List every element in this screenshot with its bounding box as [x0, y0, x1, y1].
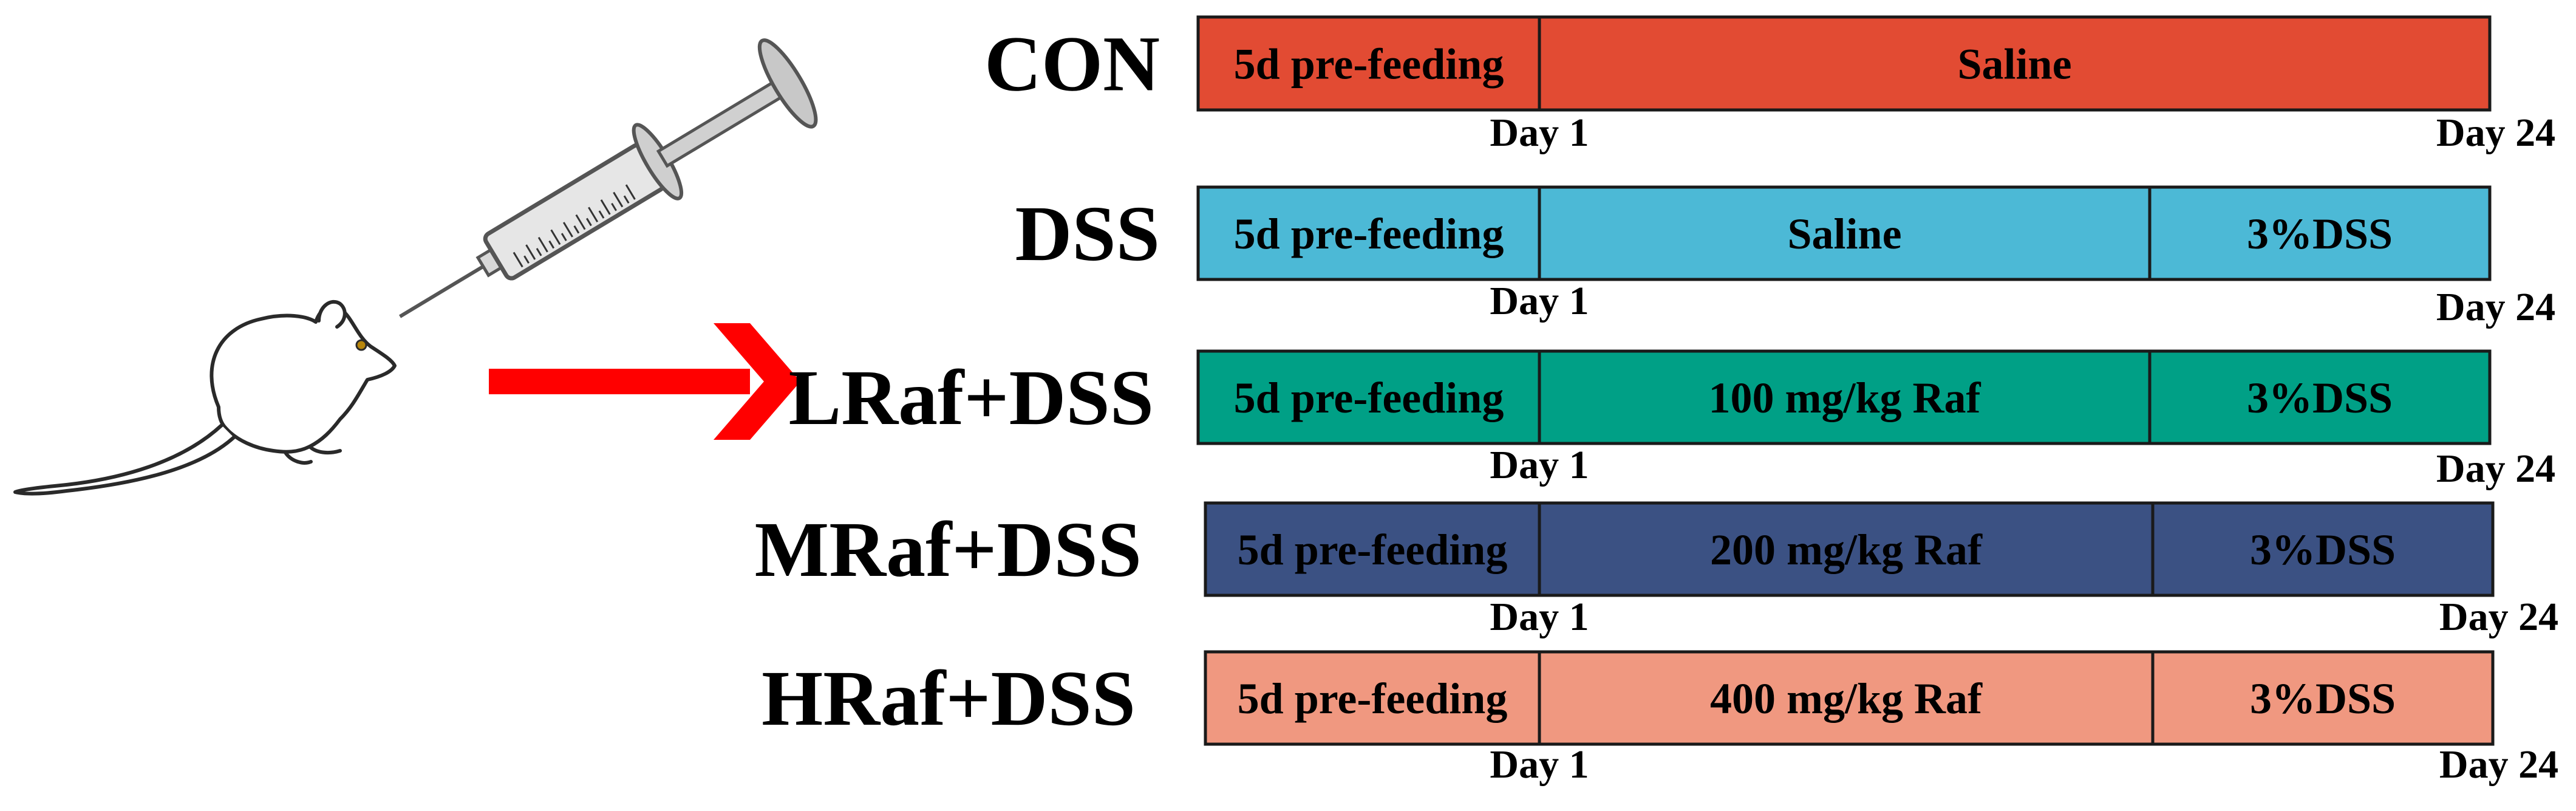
group-row: HRaf+DSS 5d pre-feeding 400 mg/kg Raf 3%DSS… [762, 650, 2558, 787]
group-rows: CON 5d pre-feeding Saline Day 1 Day 24 DSS 5d … [755, 15, 2558, 787]
group-row: DSS 5d pre-feeding Saline 3%DSS Day 1 Day 24 [1015, 185, 2555, 329]
timeline-segment [1196, 349, 1541, 445]
mouse-icon [13, 299, 397, 496]
segment-label: 5d pre-feeding [1238, 525, 1508, 574]
timeline-segment [1196, 15, 1541, 112]
segment-label: 3%DSS [2247, 210, 2393, 258]
group-label: DSS [1015, 190, 1160, 278]
group-label: MRaf+DSS [755, 506, 1142, 594]
timeline-segment [1538, 185, 2152, 281]
group-row: CON 5d pre-feeding Saline Day 1 Day 24 [984, 15, 2555, 155]
timeline-segment [2151, 650, 2495, 746]
day-end-label: Day 24 [2436, 447, 2555, 491]
day-end-label: Day 24 [2436, 285, 2555, 329]
segment-label: 200 mg/kg Raf [1710, 525, 1983, 574]
syringe-icon [399, 38, 818, 318]
segment-label: 5d pre-feeding [1238, 674, 1508, 723]
segment-label: 5d pre-feeding [1234, 374, 1504, 422]
group-label: LRaf+DSS [789, 354, 1154, 442]
segment-label: 400 mg/kg Raf [1710, 674, 1983, 723]
group-label: CON [984, 21, 1160, 108]
day-end-label: Day 24 [2436, 111, 2555, 155]
segment-label: 5d pre-feeding [1234, 210, 1504, 258]
group-row: MRaf+DSS 5d pre-feeding 200 mg/kg Raf 3%DSS… [755, 501, 2558, 639]
day-start-label: Day 1 [1490, 742, 1589, 787]
timeline-segment [1204, 501, 1541, 597]
timeline-segment [1538, 15, 2492, 112]
segment-label: 5d pre-feeding [1234, 40, 1504, 89]
segment-label: 3%DSS [2247, 374, 2393, 422]
timeline-segment [2148, 349, 2492, 445]
segment-label: 3%DSS [2250, 674, 2396, 723]
day-start-label: Day 1 [1490, 443, 1589, 487]
red-arrow [489, 323, 800, 440]
group-label: HRaf+DSS [762, 655, 1136, 742]
timeline-segment [1538, 650, 2155, 746]
timeline-segment [1196, 185, 1541, 281]
timeline-segment [2151, 501, 2495, 597]
day-end-label: Day 24 [2439, 595, 2558, 639]
day-start-label: Day 1 [1490, 279, 1589, 323]
day-start-label: Day 1 [1490, 111, 1589, 155]
day-start-label: Day 1 [1490, 595, 1589, 639]
timeline-segment [1538, 501, 2155, 597]
group-row: LRaf+DSS 5d pre-feeding 100 mg/kg Raf 3%DSS… [789, 349, 2555, 491]
day-end-label: Day 24 [2439, 742, 2558, 787]
timeline-segment [1538, 349, 2152, 445]
segment-label: 100 mg/kg Raf [1709, 374, 1981, 422]
segment-label: 3%DSS [2250, 525, 2396, 574]
timeline-segment [2148, 185, 2492, 281]
segment-label: Saline [1787, 210, 1901, 258]
segment-label: Saline [1957, 40, 2071, 89]
timeline-segment [1204, 650, 1541, 746]
